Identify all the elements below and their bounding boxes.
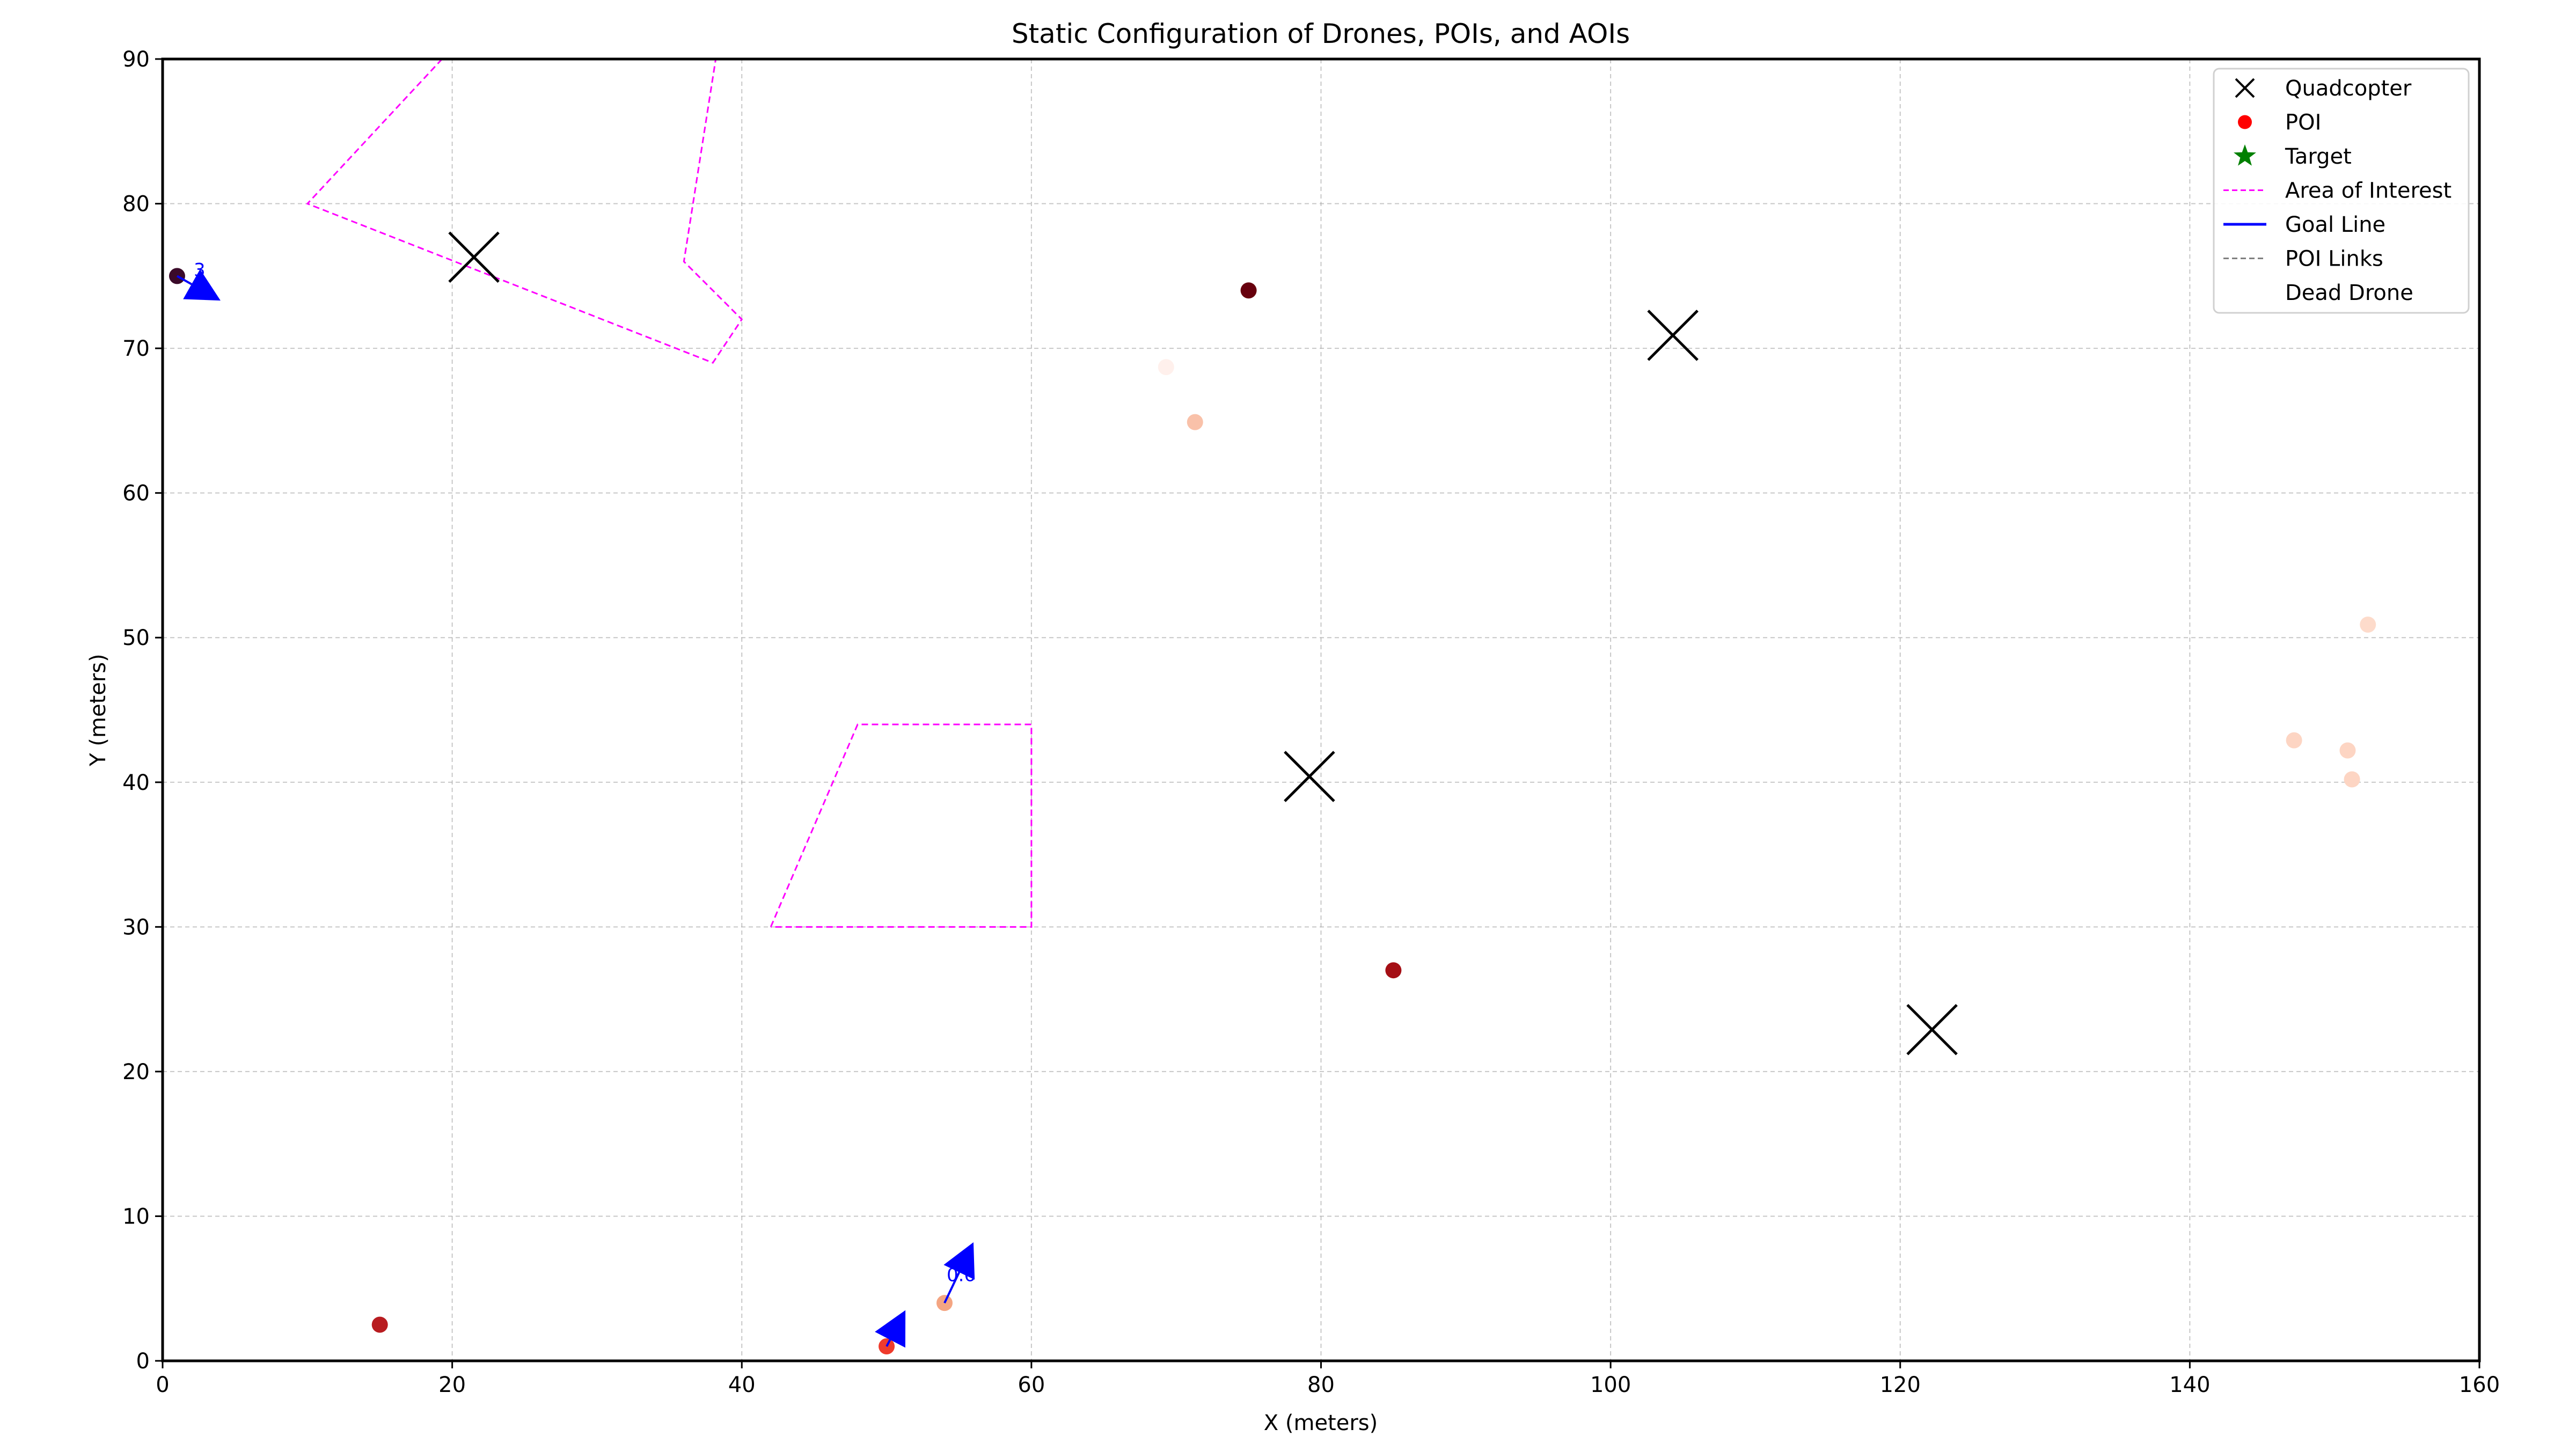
y-tick-label: 90 (122, 47, 150, 72)
x-tick-label: 80 (1307, 1373, 1335, 1397)
quadcopter-stroke (1906, 1003, 1958, 1056)
arrow-annotation: 0.6 (947, 1265, 976, 1286)
axis-ticks: 0 20 40 60 80 100 120 140 160 0 10 20 30 40 50 60 70 80 90 (122, 47, 2500, 1397)
legend-label: Quadcopter (2285, 76, 2412, 101)
chart-title: Static Configuration of Drones, POIs, an… (1012, 18, 1630, 49)
quadcopter-stroke (1284, 751, 1335, 802)
arrow-annotation: 0. (889, 1320, 906, 1341)
legend: Quadcopter POI Target Area of Interest Goal … (2213, 68, 2470, 314)
poi-point (1240, 282, 1257, 299)
goal-arrow-head (875, 1310, 906, 1348)
legend-label: POI Links (2285, 247, 2383, 272)
goal-arrow-shaft (943, 1272, 961, 1304)
legend-quadcopter-icon (2235, 78, 2255, 98)
quadcopter-marker (1647, 310, 1699, 361)
poi-point (2344, 771, 2360, 788)
quadcopter-marker (1284, 751, 1335, 802)
y-tick-label: 10 (122, 1204, 150, 1229)
goal-arrow (875, 1310, 906, 1348)
legend-item: Target (2234, 144, 2352, 169)
x-tick-label: 60 (1018, 1373, 1045, 1397)
poi-point (1158, 359, 1174, 376)
quadcopter-stroke (1647, 310, 1699, 361)
x-tick-label: 120 (1880, 1373, 1921, 1397)
poi-point (2339, 742, 2356, 759)
x-tick-label: 160 (2459, 1373, 2500, 1397)
area-of-interest-outline (306, 58, 743, 364)
legend-item: Goal Line (2223, 212, 2385, 237)
legend-item: Dead Drone (2285, 281, 2413, 305)
goal-arrow-head (943, 1242, 975, 1280)
legend-item: POI (2238, 111, 2321, 135)
goal-arrows (176, 269, 975, 1348)
quadcopter-marker (1906, 1003, 1958, 1056)
legend-target-icon (2234, 144, 2256, 166)
y-tick-label: 60 (122, 481, 150, 506)
x-axis-label: X (meters) (1264, 1411, 1378, 1435)
legend-box (2213, 68, 2470, 314)
area-of-interest-outline (770, 723, 1033, 928)
x-tick-label: 0 (156, 1373, 169, 1397)
legend-label: Dead Drone (2285, 281, 2413, 305)
y-tick-label: 80 (122, 192, 150, 217)
arrow-annotation: 3 (194, 259, 206, 281)
poi-point (2286, 732, 2302, 749)
quadcopter-stroke (448, 231, 500, 283)
legend-poi-icon (2238, 115, 2252, 129)
x-tick-label: 140 (2169, 1373, 2210, 1397)
goal-arrow (176, 269, 221, 301)
poi-point (2360, 616, 2376, 633)
x-tick-label: 100 (1590, 1373, 1631, 1397)
legend-label: Target (2285, 144, 2352, 169)
y-tick-label: 50 (122, 626, 150, 650)
legend-label: POI (2285, 111, 2321, 135)
goal-arrow-shaft (176, 275, 192, 285)
quadcopter-markers (448, 231, 1958, 1056)
legend-item: Quadcopter (2235, 76, 2412, 101)
y-tick-label: 20 (122, 1060, 150, 1084)
annotations: 3 0.6 0. (194, 259, 976, 1341)
goal-arrow (943, 1242, 975, 1304)
y-tick-label: 30 (122, 915, 150, 940)
y-axis-label: Y (meters) (86, 654, 111, 767)
legend-item: POI Links (2223, 247, 2383, 272)
poi-points (169, 268, 2376, 1355)
goal-arrow-shaft (885, 1339, 891, 1347)
legend-label: Goal Line (2285, 212, 2385, 237)
y-tick-label: 40 (122, 771, 150, 795)
goal-arrow-head (183, 269, 221, 301)
y-tick-label: 70 (122, 336, 150, 361)
legend-label: Area of Interest (2285, 179, 2451, 203)
legend-item: Area of Interest (2223, 179, 2451, 203)
y-tick-label: 0 (136, 1349, 150, 1374)
x-tick-label: 40 (728, 1373, 756, 1397)
poi-point (1385, 962, 1402, 979)
quadcopter-marker (448, 231, 500, 283)
areas-of-interest (306, 58, 1033, 928)
poi-point (371, 1316, 388, 1333)
x-tick-label: 20 (438, 1373, 466, 1397)
poi-point (1187, 414, 1203, 430)
